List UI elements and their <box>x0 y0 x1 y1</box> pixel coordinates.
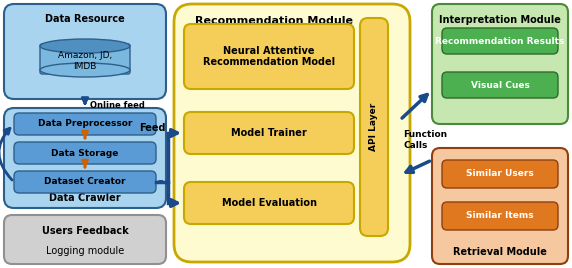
FancyBboxPatch shape <box>4 215 166 264</box>
FancyBboxPatch shape <box>442 202 558 230</box>
FancyBboxPatch shape <box>4 4 166 99</box>
Text: Neural Attentive
Recommendation Model: Neural Attentive Recommendation Model <box>203 46 335 67</box>
Text: Data Resource: Data Resource <box>45 14 125 24</box>
Text: Retrieval Module: Retrieval Module <box>453 247 547 257</box>
FancyBboxPatch shape <box>14 171 156 193</box>
FancyBboxPatch shape <box>432 148 568 264</box>
Text: Amazon, JD,
IMDB: Amazon, JD, IMDB <box>58 51 112 71</box>
FancyBboxPatch shape <box>442 28 558 54</box>
FancyArrowPatch shape <box>0 128 12 180</box>
Text: Feed: Feed <box>140 123 166 133</box>
FancyBboxPatch shape <box>184 182 354 224</box>
Text: Visual Cues: Visual Cues <box>471 80 530 90</box>
FancyBboxPatch shape <box>184 112 354 154</box>
FancyBboxPatch shape <box>4 108 166 208</box>
Text: Model Trainer: Model Trainer <box>231 128 307 138</box>
Text: Logging module: Logging module <box>46 246 124 256</box>
FancyBboxPatch shape <box>40 44 130 74</box>
Ellipse shape <box>40 63 130 77</box>
Text: Data Storage: Data Storage <box>51 148 118 158</box>
Text: Online feed: Online feed <box>90 100 145 110</box>
FancyBboxPatch shape <box>14 142 156 164</box>
Text: Data Crawler: Data Crawler <box>49 193 121 203</box>
Text: Similar Items: Similar Items <box>466 211 534 221</box>
Text: Data Preprocessor: Data Preprocessor <box>38 120 132 128</box>
FancyBboxPatch shape <box>174 4 410 262</box>
FancyBboxPatch shape <box>442 160 558 188</box>
FancyBboxPatch shape <box>442 72 558 98</box>
Text: Model Evaluation: Model Evaluation <box>221 198 316 208</box>
Text: Recommendation Results: Recommendation Results <box>435 36 565 46</box>
Text: Dataset Creator: Dataset Creator <box>44 177 126 187</box>
Text: Users Feedback: Users Feedback <box>42 226 128 236</box>
FancyBboxPatch shape <box>184 24 354 89</box>
Text: API Layer: API Layer <box>370 103 379 151</box>
Text: Recommendation Module: Recommendation Module <box>195 16 353 26</box>
Ellipse shape <box>40 39 130 53</box>
Text: Function
Calls: Function Calls <box>403 130 447 150</box>
Text: Similar Users: Similar Users <box>466 169 534 178</box>
FancyBboxPatch shape <box>14 113 156 135</box>
FancyBboxPatch shape <box>360 18 388 236</box>
Text: Interpretation Module: Interpretation Module <box>439 15 561 25</box>
FancyBboxPatch shape <box>432 4 568 124</box>
